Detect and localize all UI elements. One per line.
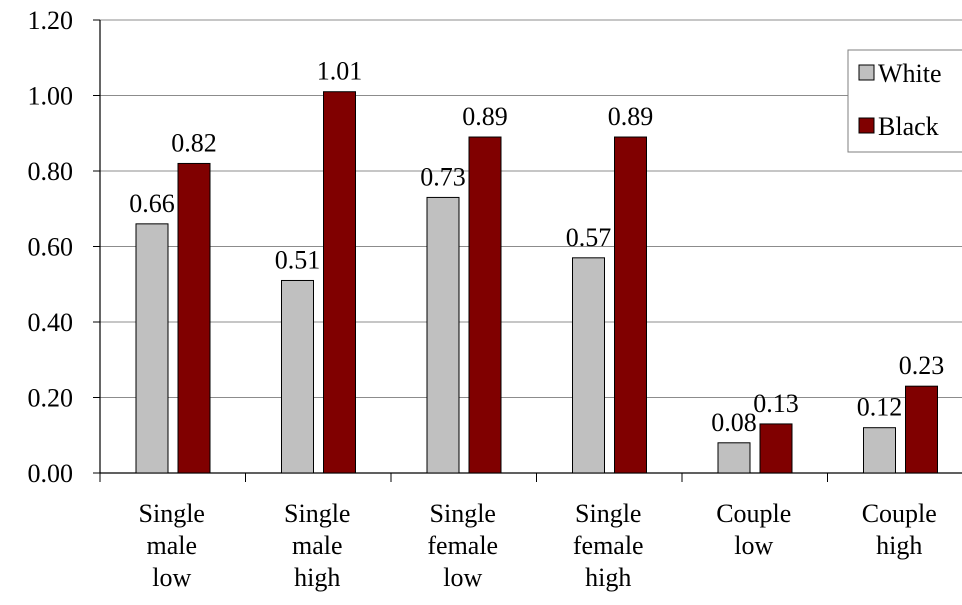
bar-white <box>572 257 605 474</box>
x-category-label: Single female low <box>427 499 498 592</box>
x-category-label-line: Couple <box>862 499 937 528</box>
data-label: 0.89 <box>608 102 654 131</box>
data-label: 0.23 <box>899 351 945 380</box>
gridlines <box>100 19 962 398</box>
x-category-label: Single female high <box>573 499 644 592</box>
bar-white <box>281 279 314 474</box>
x-category-label-line: low <box>443 563 482 592</box>
x-category-label-line: Single <box>430 499 496 528</box>
x-category-label: Single male low <box>139 499 205 592</box>
x-category-label-line: low <box>734 531 773 560</box>
x-category-label-line: male <box>146 531 197 560</box>
data-label: 0.57 <box>566 223 612 252</box>
bar-black <box>905 385 938 474</box>
bar-white <box>863 427 896 474</box>
bar-white <box>426 196 460 474</box>
bar-black <box>177 162 211 474</box>
bar-black <box>323 91 356 474</box>
legend-label-white: White <box>878 59 942 88</box>
bar-white <box>717 442 751 474</box>
x-category-label: Single male high <box>284 499 350 592</box>
data-label: 0.89 <box>462 102 508 131</box>
x-category-label-line: female <box>573 531 644 560</box>
x-category-label-line: Single <box>284 499 350 528</box>
y-tick-label: 0.60 <box>28 233 74 262</box>
legend: White Black <box>847 49 962 153</box>
data-label: 0.51 <box>275 245 321 274</box>
x-category-label-line: Single <box>575 499 641 528</box>
x-category-label-line: low <box>152 563 191 592</box>
x-category-label-line: Single <box>139 499 205 528</box>
data-label: 0.82 <box>171 128 217 157</box>
y-tick-label: 0.00 <box>28 459 74 488</box>
legend-box <box>847 49 962 153</box>
bar-white <box>135 223 169 474</box>
data-labels: 0.66 0.82 0.51 1.01 0.73 0.89 0.57 0.89 0.080.13… <box>129 57 944 437</box>
y-tick-label: 1.00 <box>28 82 74 111</box>
data-label: 1.01 <box>317 57 363 86</box>
legend-swatch-white <box>858 64 875 81</box>
x-category-label-line: Couple <box>716 499 791 528</box>
bar-black <box>614 136 647 474</box>
legend-label-black: Black <box>878 112 939 141</box>
bar-black <box>468 136 502 474</box>
data-label: 0.12 <box>857 393 903 422</box>
bars <box>135 91 938 474</box>
x-category-label-line: male <box>292 531 343 560</box>
y-tick-label: 0.40 <box>28 308 74 337</box>
x-category-label-line: high <box>876 531 922 560</box>
legend-swatch-black <box>858 117 875 134</box>
y-tick-label: 1.20 <box>28 6 74 35</box>
axes: 0.00 0.20 0.40 0.60 0.80 1.00 1.20 Single male lo… <box>28 6 962 592</box>
y-tick-label: 0.20 <box>28 384 74 413</box>
x-category-label-line: female <box>427 531 498 560</box>
y-tick-label: 0.80 <box>28 157 74 186</box>
x-category-label: Couple high <box>862 499 937 560</box>
data-label: 0.66 <box>129 189 175 218</box>
x-category-label-line: high <box>585 563 631 592</box>
x-category-label-line: high <box>294 563 340 592</box>
bar-black <box>759 423 793 474</box>
data-label: 0.08 <box>711 408 757 437</box>
data-label: 0.13 <box>753 389 799 418</box>
data-label: 0.73 <box>420 162 466 191</box>
x-category-label: Couple low <box>716 499 791 560</box>
